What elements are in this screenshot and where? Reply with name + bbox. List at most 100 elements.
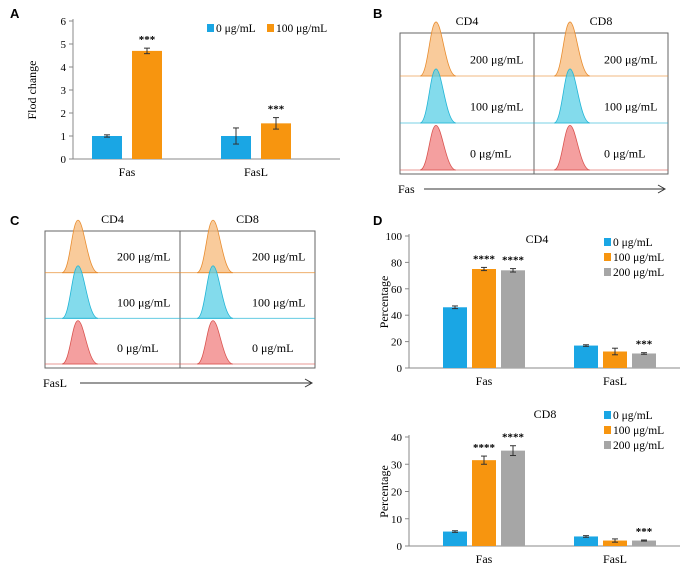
histogram-peak bbox=[553, 68, 591, 124]
histogram-axis-label: Fas bbox=[398, 182, 415, 196]
category-label: Fas bbox=[476, 552, 493, 566]
histogram-row-label: 100 μg/mL bbox=[117, 295, 170, 309]
bar bbox=[501, 270, 525, 368]
category-label: FasL bbox=[244, 165, 268, 179]
y-tick-label: 20 bbox=[391, 487, 403, 499]
legend-label: 0 μg/mL bbox=[613, 237, 653, 249]
category-label: Fas bbox=[476, 374, 493, 388]
y-axis-label: Percentage bbox=[377, 465, 391, 518]
legend-swatch bbox=[604, 238, 611, 246]
histogram-row-label: 200 μg/mL bbox=[252, 250, 305, 264]
panel-label-a: A bbox=[10, 6, 20, 21]
histogram-column-label: CD4 bbox=[101, 212, 124, 226]
bar bbox=[632, 353, 656, 368]
y-tick-label: 1 bbox=[61, 131, 67, 143]
bar bbox=[472, 460, 496, 546]
bar bbox=[472, 269, 496, 368]
y-tick-label: 100 bbox=[386, 231, 403, 243]
category-label: FasL bbox=[603, 374, 627, 388]
y-tick-label: 40 bbox=[391, 310, 403, 322]
significance-marker: *** bbox=[139, 34, 156, 46]
histogram-row-label: 0 μg/mL bbox=[470, 147, 511, 161]
y-tick-label: 80 bbox=[391, 257, 403, 269]
panel-label-c: C bbox=[10, 213, 20, 228]
legend-swatch bbox=[267, 24, 274, 32]
category-label: FasL bbox=[603, 552, 627, 566]
histogram-row-label: 100 μg/mL bbox=[470, 100, 523, 114]
histogram-row-label: 200 μg/mL bbox=[117, 250, 170, 264]
legend-label: 0 μg/mL bbox=[613, 410, 653, 422]
histogram-peak bbox=[419, 124, 457, 171]
significance-marker: **** bbox=[502, 255, 525, 267]
legend-swatch bbox=[604, 411, 611, 419]
legend-label: 100 μg/mL bbox=[613, 425, 664, 437]
bar bbox=[443, 531, 467, 546]
fold-change-chart: 0 1 2 3 4 5 6 Flod change Fas FasL *** *** 0 μg/mL 10… bbox=[25, 16, 340, 179]
bar bbox=[132, 50, 162, 159]
significance-marker: **** bbox=[502, 432, 525, 444]
histogram-peak bbox=[419, 21, 457, 77]
bar bbox=[603, 351, 627, 368]
significance-marker: *** bbox=[636, 526, 653, 538]
y-tick-label: 60 bbox=[391, 284, 403, 296]
bar bbox=[221, 136, 251, 159]
significance-marker: *** bbox=[636, 339, 653, 351]
histogram-peak bbox=[419, 68, 457, 124]
axis-arrow-head bbox=[657, 184, 667, 194]
histogram-column-label: CD8 bbox=[236, 212, 259, 226]
y-tick-label: 0 bbox=[397, 541, 403, 553]
bar bbox=[501, 450, 525, 546]
chart-title: CD8 bbox=[534, 407, 557, 421]
legend-swatch bbox=[604, 268, 611, 276]
bar bbox=[603, 540, 627, 546]
y-tick-label: 30 bbox=[391, 459, 403, 471]
histogram-row-label: 200 μg/mL bbox=[604, 53, 657, 67]
y-tick-label: 20 bbox=[391, 337, 403, 349]
histogram-axis-label: FasL bbox=[43, 376, 67, 390]
legend-label: 0 μg/mL bbox=[216, 23, 256, 35]
category-label: Fas bbox=[119, 165, 136, 179]
bar bbox=[632, 540, 656, 546]
legend-swatch bbox=[604, 441, 611, 449]
histogram-peak bbox=[196, 320, 234, 365]
histogram-peak bbox=[553, 21, 591, 77]
legend-label: 200 μg/mL bbox=[613, 440, 664, 452]
fas-histogram-panel: CD4 CD8 200 μg/mL 200 μg/mL 100 μg/mL 100 μg/… bbox=[398, 14, 669, 196]
bar bbox=[92, 136, 122, 159]
legend-label: 100 μg/mL bbox=[613, 252, 664, 264]
significance-marker: *** bbox=[268, 104, 285, 116]
histogram-peak bbox=[196, 219, 234, 274]
legend-label: 100 μg/mL bbox=[276, 23, 327, 35]
bar bbox=[574, 536, 598, 546]
axis-arrow-head bbox=[304, 378, 314, 388]
y-axis-label: Percentage bbox=[377, 276, 391, 329]
histogram-peak bbox=[61, 265, 99, 319]
chart-title: CD4 bbox=[526, 232, 549, 246]
fasl-histogram-panel: CD4 CD8 200 μg/mL 200 μg/mL 100 μg/mL 100 μg/… bbox=[43, 212, 316, 390]
histogram-row-label: 0 μg/mL bbox=[252, 341, 293, 355]
y-tick-label: 2 bbox=[61, 108, 67, 120]
y-tick-label: 6 bbox=[61, 16, 67, 28]
y-tick-label: 5 bbox=[61, 39, 67, 51]
y-tick-label: 40 bbox=[391, 432, 403, 444]
legend-swatch bbox=[604, 426, 611, 434]
histogram-row-label: 200 μg/mL bbox=[470, 53, 523, 67]
histogram-peak bbox=[196, 265, 234, 319]
histogram-column-label: CD4 bbox=[456, 14, 479, 28]
histogram-row-label: 100 μg/mL bbox=[252, 295, 305, 309]
y-axis-label: Flod change bbox=[25, 61, 39, 120]
histogram-peak bbox=[61, 320, 99, 365]
y-tick-label: 4 bbox=[61, 62, 67, 74]
histogram-row-label: 0 μg/mL bbox=[117, 341, 158, 355]
significance-marker: **** bbox=[473, 253, 496, 265]
y-tick-label: 0 bbox=[397, 363, 403, 375]
bar bbox=[443, 307, 467, 368]
legend-swatch bbox=[207, 24, 214, 32]
histogram-row-label: 0 μg/mL bbox=[604, 147, 645, 161]
bar bbox=[574, 345, 598, 368]
histogram-row-label: 100 μg/mL bbox=[604, 100, 657, 114]
y-tick-label: 10 bbox=[391, 514, 403, 526]
